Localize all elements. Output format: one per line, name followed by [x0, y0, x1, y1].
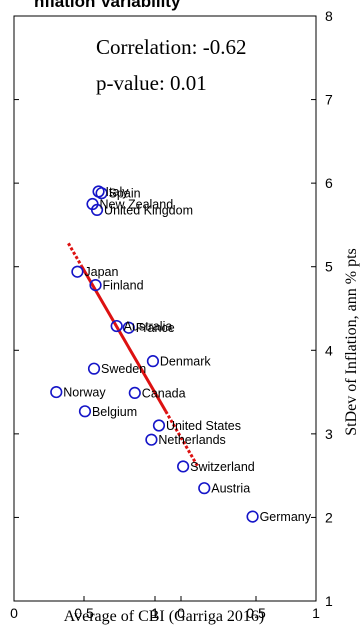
point-label: New Zealand	[100, 198, 174, 212]
points-group	[50, 185, 259, 523]
data-point	[198, 482, 211, 495]
x-axis-ticks: 0 0.5 1 0 0.5 1	[10, 596, 320, 621]
data-point	[122, 321, 135, 334]
data-point	[128, 386, 141, 400]
x-tick-label: 1	[151, 605, 159, 621]
point-label: Spain	[109, 187, 141, 201]
y-axis-label: StDev of Inflation, ann % pts	[343, 248, 360, 436]
plot-frame	[13, 15, 317, 602]
x-tick-label: 0.5	[246, 605, 266, 621]
y-tick-label: 4	[325, 342, 333, 358]
data-point	[145, 433, 158, 446]
data-point	[87, 362, 101, 375]
data-point	[95, 187, 108, 200]
point-label: Canada	[142, 386, 186, 400]
x-tick-label: 1	[312, 605, 320, 621]
point-label: Japan	[84, 265, 118, 279]
data-point	[152, 419, 166, 432]
y-tick-label: 2	[325, 509, 333, 525]
point-label: Australia	[124, 320, 173, 334]
data-point	[90, 203, 104, 216]
y-tick-label: 5	[325, 259, 333, 275]
data-point	[110, 319, 123, 333]
fit-line-dashed-start	[67, 242, 83, 267]
x-tick-label: 0.5	[74, 605, 94, 621]
point-label: France	[136, 321, 175, 335]
data-point	[89, 279, 102, 292]
point-label: Belgium	[92, 405, 137, 419]
data-point	[50, 385, 63, 399]
point-label: Switzerland	[190, 460, 255, 474]
y-tick-label: 6	[325, 175, 333, 191]
x-tick-label: 0	[10, 605, 18, 621]
point-label: Austria	[211, 482, 250, 496]
chart-title: nflation Variability	[34, 0, 181, 11]
x-axis-label: Average of CBI (Garriga 2016)	[64, 608, 265, 625]
point-label: United States	[166, 419, 241, 433]
point-label: Italy	[106, 185, 130, 199]
point-label: Finland	[103, 279, 144, 293]
data-point	[177, 460, 190, 473]
y-tick-label: 7	[325, 92, 333, 108]
data-point	[146, 355, 160, 368]
point-label: Sweden	[101, 362, 146, 376]
point-label: Netherlands	[158, 433, 225, 447]
y-tick-label: 1	[325, 593, 333, 609]
x-tick-label: 0	[177, 605, 185, 621]
p-value-annotation: p-value: 0.01	[96, 71, 207, 95]
point-label: Denmark	[160, 355, 211, 369]
point-label: United Kingdom	[104, 203, 193, 217]
y-tick-label: 8	[325, 8, 333, 24]
correlation-annotation: Correlation: -0.62	[96, 35, 246, 59]
point-label: Germany	[260, 510, 312, 524]
y-axis-ticks: 1 2 3 4 5 6 7 8	[14, 8, 333, 609]
data-point	[71, 265, 84, 278]
plot-border	[13, 15, 317, 602]
point-label: Norway	[63, 386, 106, 400]
y-tick-label: 3	[325, 426, 333, 442]
data-point	[78, 405, 92, 418]
fit-line-dashed-end	[164, 410, 200, 469]
data-point	[246, 510, 259, 523]
